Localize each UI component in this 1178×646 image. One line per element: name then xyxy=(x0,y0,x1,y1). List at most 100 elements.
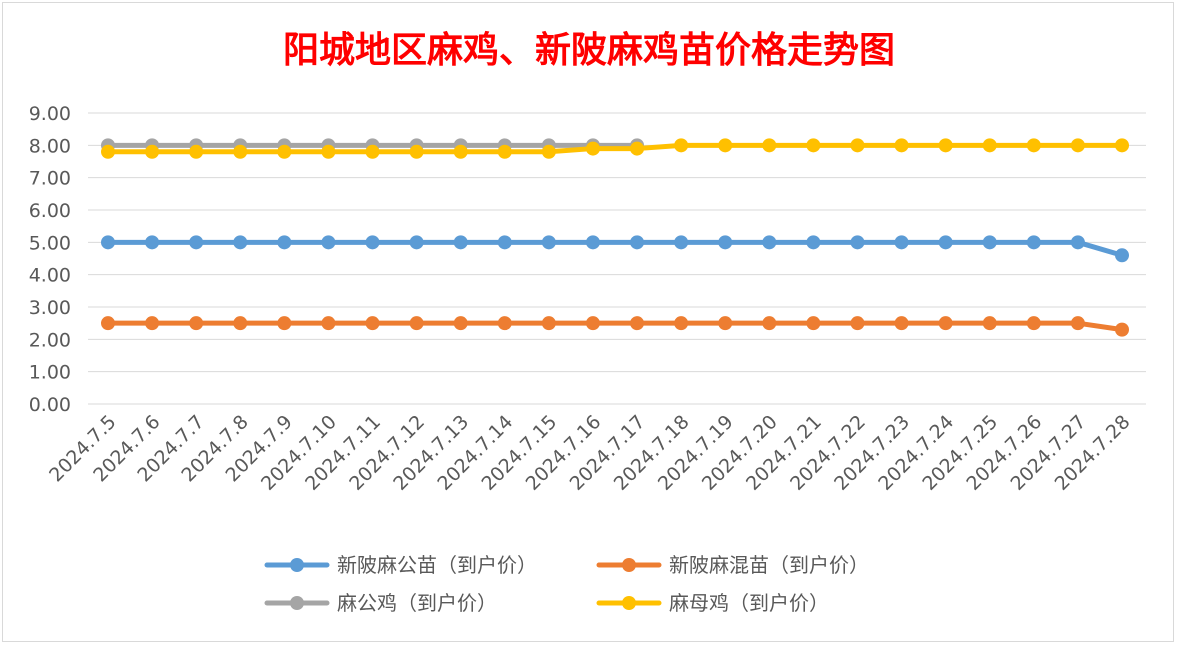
data-point xyxy=(630,316,645,331)
data-point xyxy=(718,316,733,331)
legend-marker xyxy=(290,558,304,572)
data-point xyxy=(233,144,248,159)
line-chart: 阳城地区麻鸡、新陂麻鸡苗价格走势图 0.00 1.00 2.00 3.00 4.00 5.… xyxy=(29,29,1146,615)
data-point xyxy=(189,144,204,159)
data-point xyxy=(277,316,292,331)
series-line xyxy=(105,239,1125,258)
data-point xyxy=(145,235,160,250)
data-point xyxy=(1115,138,1129,153)
data-point xyxy=(982,316,997,331)
data-point xyxy=(674,235,689,250)
data-point xyxy=(762,316,777,331)
data-point xyxy=(453,144,468,159)
data-point xyxy=(718,138,733,153)
data-point xyxy=(145,316,160,331)
legend-marker xyxy=(622,558,636,572)
legend-label: 新陂麻混苗（到户价） xyxy=(669,553,869,577)
y-tick-label: 6.00 xyxy=(29,200,71,222)
data-point xyxy=(585,141,600,156)
series-0 xyxy=(101,235,1129,263)
data-point xyxy=(277,144,292,159)
y-tick-label: 8.00 xyxy=(29,135,71,157)
data-point xyxy=(630,235,645,250)
legend-item: 新陂麻公苗（到户价） xyxy=(264,553,537,577)
data-point xyxy=(497,235,512,250)
data-point xyxy=(1115,322,1129,337)
y-axis-ticks: 0.00 1.00 2.00 3.00 4.00 5.00 6.00 7.00 8.00 9.00 xyxy=(29,103,71,416)
data-point xyxy=(674,316,689,331)
legend-item: 新陂麻混苗（到户价） xyxy=(596,553,869,577)
data-point xyxy=(1026,138,1041,153)
legend-marker xyxy=(622,596,636,610)
data-point xyxy=(365,316,380,331)
data-point xyxy=(145,144,160,159)
legend-item: 麻母鸡（到户价） xyxy=(596,591,829,615)
data-point xyxy=(189,235,204,250)
data-point xyxy=(497,144,512,159)
series-3 xyxy=(101,138,1129,159)
legend-label: 麻母鸡（到户价） xyxy=(669,591,829,615)
data-point xyxy=(718,235,733,250)
data-point xyxy=(409,316,424,331)
data-point xyxy=(894,138,909,153)
data-point xyxy=(982,138,997,153)
data-point xyxy=(938,138,953,153)
data-point xyxy=(1026,235,1041,250)
gridlines xyxy=(88,112,1146,405)
data-point xyxy=(674,138,689,153)
y-tick-label: 1.00 xyxy=(29,362,71,384)
data-point xyxy=(409,235,424,250)
data-point xyxy=(1070,138,1085,153)
series-1 xyxy=(101,316,1129,337)
legend-item: 麻公鸡（到户价） xyxy=(264,591,497,615)
legend-label: 麻公鸡（到户价） xyxy=(337,591,497,615)
data-point xyxy=(850,316,865,331)
data-point xyxy=(938,235,953,250)
data-point xyxy=(233,235,248,250)
data-point xyxy=(894,316,909,331)
data-point xyxy=(453,316,468,331)
y-tick-label: 2.00 xyxy=(29,329,71,351)
data-point xyxy=(1115,248,1129,263)
data-point xyxy=(277,235,292,250)
data-point xyxy=(1070,235,1085,250)
data-point xyxy=(541,235,556,250)
data-point xyxy=(850,235,865,250)
data-point xyxy=(1070,316,1085,331)
y-tick-label: 0.00 xyxy=(29,394,71,416)
legend-label: 新陂麻公苗（到户价） xyxy=(337,553,537,577)
data-point xyxy=(938,316,953,331)
data-point xyxy=(321,235,336,250)
data-point xyxy=(101,144,115,159)
data-point xyxy=(541,144,556,159)
data-point xyxy=(101,316,115,331)
data-point xyxy=(233,316,248,331)
y-tick-label: 3.00 xyxy=(29,297,71,319)
data-point xyxy=(806,138,821,153)
chart-title: 阳城地区麻鸡、新陂麻鸡苗价格走势图 xyxy=(283,29,895,71)
data-point xyxy=(982,235,997,250)
data-point xyxy=(585,235,600,250)
data-point xyxy=(321,316,336,331)
legend: 新陂麻公苗（到户价） 新陂麻混苗（到户价） 麻公鸡（到户价） 麻母鸡（到户价） xyxy=(264,553,869,615)
y-tick-label: 7.00 xyxy=(29,168,71,190)
legend-marker xyxy=(290,596,304,610)
data-point xyxy=(1026,316,1041,331)
y-tick-label: 5.00 xyxy=(29,232,71,254)
data-point xyxy=(541,316,556,331)
data-point xyxy=(453,235,468,250)
data-point xyxy=(409,144,424,159)
data-point xyxy=(894,235,909,250)
y-tick-label: 9.00 xyxy=(29,103,71,125)
series-lines xyxy=(101,138,1129,337)
data-point xyxy=(806,235,821,250)
data-point xyxy=(365,235,380,250)
data-point xyxy=(630,141,645,156)
data-point xyxy=(850,138,865,153)
data-point xyxy=(189,316,204,331)
data-point xyxy=(101,235,115,250)
data-point xyxy=(365,144,380,159)
data-point xyxy=(762,235,777,250)
data-point xyxy=(585,316,600,331)
